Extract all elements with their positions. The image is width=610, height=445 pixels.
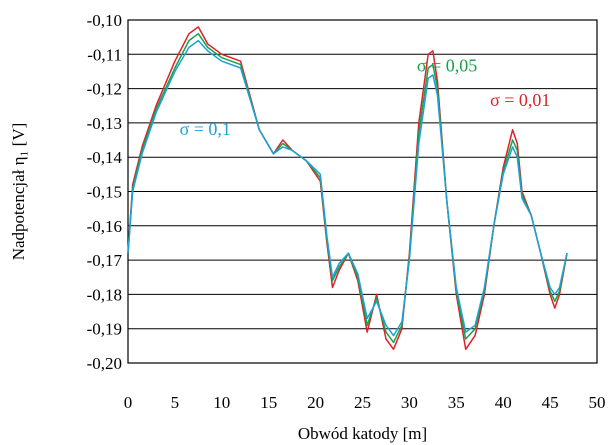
y-axis-label: Nadpotencjał η₁ [V] — [9, 123, 28, 261]
x-axis-label: Obwód katody [m] — [298, 424, 427, 443]
x-tick-label: 20 — [307, 393, 324, 412]
x-tick-label: 0 — [124, 393, 133, 412]
x-tick-label: 35 — [448, 393, 465, 412]
x-tick-label: 30 — [401, 393, 418, 412]
x-tick-label: 10 — [213, 393, 230, 412]
y-tick-label: -0,12 — [87, 80, 122, 99]
y-tick-label: -0,14 — [87, 148, 123, 167]
y-tick-label: -0,20 — [87, 354, 122, 373]
x-tick-labels: 0 5 10 15 20 25 30 35 40 45 50 — [124, 393, 606, 412]
y-tick-label: -0,18 — [87, 285, 122, 304]
y-tick-label: -0,15 — [87, 183, 122, 202]
annotations: σ = 0,05 σ = 0,01 σ = 0,1 — [180, 55, 551, 138]
plot-frame — [127, 19, 598, 364]
y-tick-label: -0,13 — [87, 114, 122, 133]
series-group — [127, 26, 568, 351]
x-tick-label: 5 — [171, 393, 180, 412]
y-tick-label: -0,17 — [87, 251, 123, 270]
y-tick-label: -0,19 — [87, 320, 122, 339]
y-tick-labels: -0,10 -0,11 -0,12 -0,13 -0,14 -0,15 -0,16 -0,17… — [87, 11, 123, 373]
series-line — [127, 39, 568, 337]
x-tick-label: 40 — [495, 393, 512, 412]
y-tick-label: -0,11 — [87, 45, 122, 64]
series-annotation: σ = 0,1 — [180, 119, 231, 139]
x-tick-label: 50 — [589, 393, 606, 412]
x-tick-label: 15 — [260, 393, 277, 412]
series-line — [127, 32, 568, 344]
series-line — [127, 26, 568, 351]
x-tick-label: 45 — [542, 393, 559, 412]
series-annotation: σ = 0,01 — [490, 90, 550, 110]
series-annotation: σ = 0,05 — [417, 55, 477, 75]
axes — [127, 19, 598, 364]
y-tick-label: -0,16 — [87, 217, 122, 236]
grid — [128, 53, 597, 330]
x-tick-label: 25 — [354, 393, 371, 412]
y-tick-label: -0,10 — [87, 11, 122, 30]
